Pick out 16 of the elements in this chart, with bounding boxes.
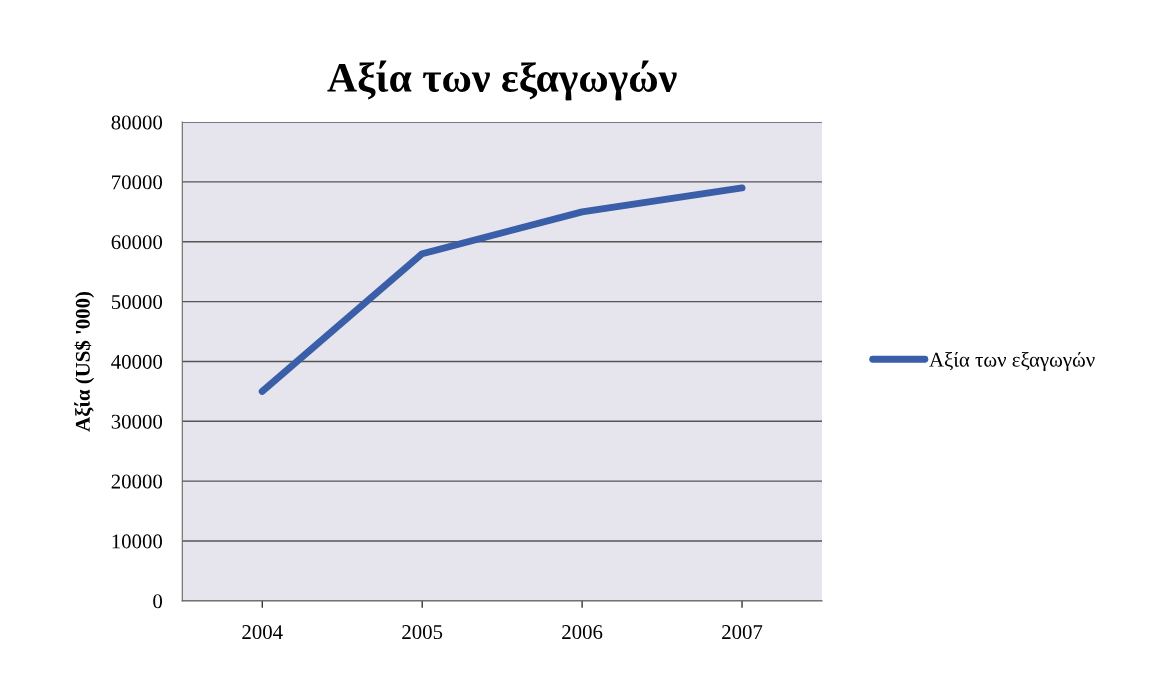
chart-title: Αξία των εξαγωγών: [327, 60, 677, 101]
y-tick-label: 80000: [111, 115, 163, 130]
y-tick-label: 20000: [111, 474, 163, 489]
y-tick-label: 60000: [111, 235, 163, 250]
y-tick-label: 30000: [111, 414, 163, 429]
x-tick-label: 2007: [722, 625, 763, 640]
x-tick-label: 2004: [242, 625, 283, 640]
y-axis-title: Αξία (US$ '000): [74, 291, 95, 432]
y-tick-label: 40000: [111, 354, 163, 369]
y-tick-label: 50000: [111, 294, 163, 310]
x-tick-label: 2005: [402, 625, 443, 640]
y-tick-label: 70000: [112, 175, 163, 190]
legend-label: Αξία των εξαγωγών: [929, 351, 1095, 372]
y-tick-label: 0: [153, 594, 163, 609]
x-tick-label: 2006: [562, 625, 603, 640]
y-tick-label: 10000: [112, 534, 163, 549]
